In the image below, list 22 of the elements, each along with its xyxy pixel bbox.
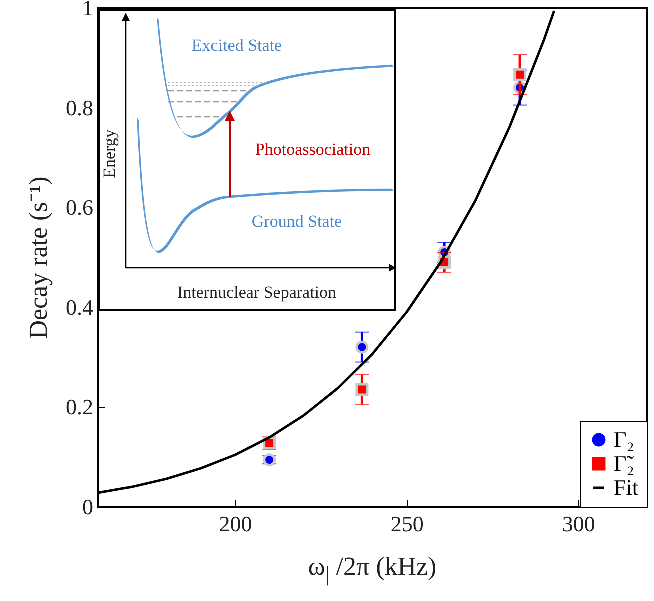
y-tick-label: 1 xyxy=(82,0,94,20)
annotation: Energy xyxy=(100,129,119,178)
annotation: Excited State xyxy=(192,36,282,55)
point xyxy=(514,68,527,82)
legend-label: Γ₂ xyxy=(614,427,634,452)
y-tick-label: 0.6 xyxy=(66,195,94,220)
y-axis-title: Decay rate (s⁻¹) xyxy=(24,176,53,340)
y-tick-label: 0.4 xyxy=(66,294,94,320)
x-axis-title: ω$_{|}$ /2π (kHz) xyxy=(307,552,438,588)
x-tick-label: 250 xyxy=(390,512,424,536)
annotation: Photoassociation xyxy=(255,140,372,159)
legend-label: Γ̃₂ xyxy=(614,451,635,476)
x-tick-label: 300 xyxy=(562,512,596,536)
y-tick-label: 0.8 xyxy=(66,95,94,120)
annotation: Ground State xyxy=(252,212,342,231)
x-tick-label: 200 xyxy=(219,512,252,536)
point xyxy=(356,383,369,396)
annotation: Internuclear Separation xyxy=(177,283,338,302)
point xyxy=(356,340,369,354)
legend-label: Fit xyxy=(614,475,638,500)
y-tick-label: 0 xyxy=(82,494,94,520)
y-tick-label: 0.2 xyxy=(66,394,94,420)
